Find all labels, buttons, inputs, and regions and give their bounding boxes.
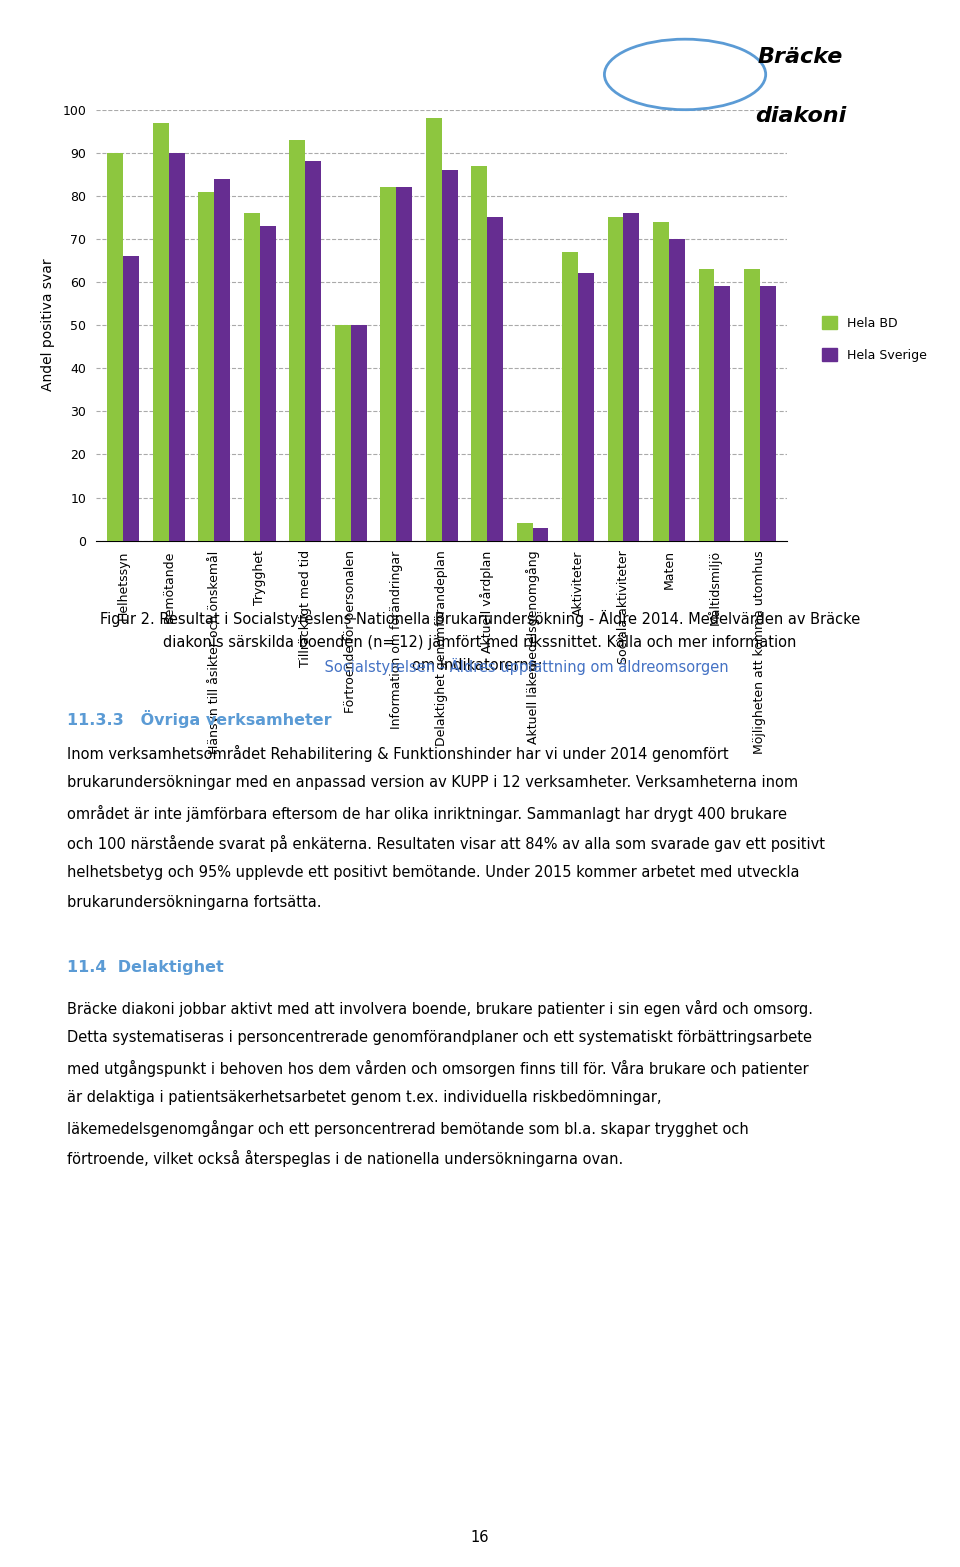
Bar: [244, 213, 260, 541]
Legend: Hela BD, Hela Sverige: Hela BD, Hela Sverige: [816, 310, 933, 368]
Bar: [623, 213, 639, 541]
Text: Inom verksamhetsområdet Rehabilitering & Funktionshinder har vi under 2014 genom: Inom verksamhetsområdet Rehabilitering &…: [67, 744, 729, 762]
Text: läkemedelsgenomgångar och ett personcentrerad bemötande som bl.a. skapar trygghe: läkemedelsgenomgångar och ett personcent…: [67, 1120, 749, 1138]
Bar: [471, 166, 487, 541]
Text: 11.4  Delaktighet: 11.4 Delaktighet: [67, 961, 224, 975]
Text: helhetsbetyg och 95% upplevde ett positivt bemötande. Under 2015 kommer arbetet : helhetsbetyg och 95% upplevde ett positi…: [67, 865, 800, 881]
Text: om indikatorerna:: om indikatorerna:: [413, 658, 547, 672]
Bar: [487, 218, 503, 541]
Text: är delaktiga i patientsäkerhetsarbetet genom t.ex. individuella riskbedömningar,: är delaktiga i patientsäkerhetsarbetet g…: [67, 1091, 661, 1105]
Bar: [744, 270, 760, 541]
Bar: [699, 270, 714, 541]
Bar: [760, 287, 776, 541]
Text: brukarundersökningarna fortsätta.: brukarundersökningarna fortsätta.: [67, 895, 322, 910]
Bar: [108, 152, 123, 541]
Text: och 100 närstående svarat på enkäterna. Resultaten visar att 84% av alla som sva: och 100 närstående svarat på enkäterna. …: [67, 835, 826, 852]
Bar: [123, 255, 139, 541]
Bar: [425, 118, 442, 541]
Bar: [653, 221, 669, 541]
Bar: [260, 226, 276, 541]
Bar: [305, 161, 321, 541]
Bar: [289, 139, 305, 541]
Bar: [396, 186, 412, 541]
Text: Figur 2. Resultat i Socialstyreslens Nationella Brukarundersökning - Äldre 2014.: Figur 2. Resultat i Socialstyreslens Nat…: [100, 610, 860, 627]
Bar: [563, 252, 578, 541]
Text: Bräcke: Bräcke: [758, 47, 843, 67]
Text: 16: 16: [470, 1529, 490, 1545]
Bar: [533, 528, 548, 541]
Bar: [578, 273, 594, 541]
Bar: [214, 179, 230, 541]
Bar: [335, 324, 350, 541]
Bar: [442, 169, 458, 541]
Text: med utgångspunkt i behoven hos dem vården och omsorgen finns till för. Våra bruk: med utgångspunkt i behoven hos dem vårde…: [67, 1059, 809, 1077]
Text: diakonis särskilda boenden (n= 12) jämfört med rikssnittet. Källa och mer inform: diakonis särskilda boenden (n= 12) jämfö…: [163, 635, 797, 650]
Bar: [153, 122, 169, 541]
Bar: [350, 324, 367, 541]
Text: Socialstyrelsen - Äldres uppfattning om äldreomsorgen: Socialstyrelsen - Äldres uppfattning om …: [231, 658, 729, 675]
Bar: [608, 218, 623, 541]
Text: Detta systematiseras i personcentrerade genomförandplaner och ett systematiskt f: Detta systematiseras i personcentrerade …: [67, 1030, 812, 1045]
Y-axis label: Andel positiva svar: Andel positiva svar: [41, 259, 56, 392]
Bar: [669, 238, 684, 541]
Text: förtroende, vilket också återspeglas i de nationella undersökningarna ovan.: förtroende, vilket också återspeglas i d…: [67, 1150, 623, 1167]
Bar: [199, 191, 214, 541]
Bar: [169, 152, 184, 541]
Text: Bräcke diakoni jobbar aktivt med att involvera boende, brukare patienter i sin e: Bräcke diakoni jobbar aktivt med att inv…: [67, 1000, 813, 1017]
Text: diakoni: diakoni: [755, 105, 847, 125]
Bar: [380, 186, 396, 541]
Text: 11.3.3   Övriga verksamheter: 11.3.3 Övriga verksamheter: [67, 710, 332, 729]
Bar: [516, 523, 533, 541]
Text: brukarundersökningar med en anpassad version av KUPP i 12 verksamheter. Verksamh: brukarundersökningar med en anpassad ver…: [67, 776, 799, 790]
Text: området är inte jämförbara eftersom de har olika inriktningar. Sammanlagt har dr: området är inte jämförbara eftersom de h…: [67, 805, 787, 823]
Bar: [714, 287, 731, 541]
